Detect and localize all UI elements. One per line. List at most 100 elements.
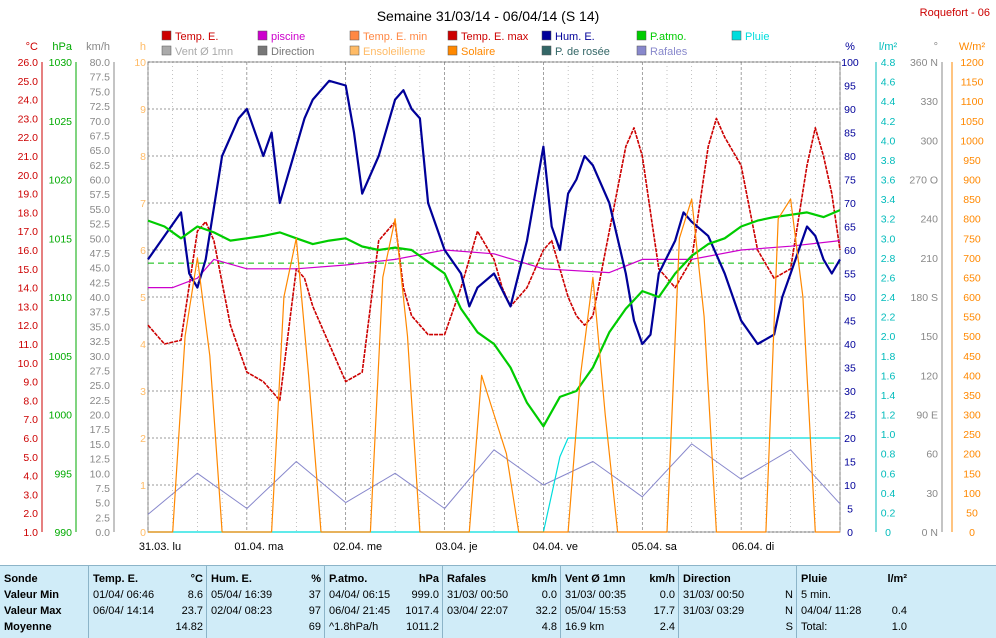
wind-tick-label: 27.5 [90,365,111,377]
wind-tick-label: 10.0 [90,468,111,480]
stats-row-value: N [785,589,793,601]
stats-header-unit: km/h [531,573,557,585]
wind-tick-label: 25.0 [90,380,111,392]
press-tick-label: 1010 [49,292,73,304]
press-axis-unit: hPa [52,41,72,53]
stats-header: Rafales km/h [447,571,557,587]
legend-label: Ensoleilleme [363,46,425,58]
stats-row-time: 01/04/ 06:46 [93,589,155,601]
legend: Temp. E. piscine Temp. E. min Temp. E. max H… [161,30,769,58]
stats-col-temp: Temp. E. °C 01/04/ 06:46 8.6 06/04/ 14:14 23.… [88,566,207,638]
wind-tick-label: 17.5 [90,424,111,436]
press-tick-label: 1030 [49,57,73,69]
legend-swatch [349,45,360,56]
sun-tick-label: 8 [140,151,146,163]
stats-col-rain: Pluie l/m² 5 min. 04/04/ 11:28 0.4 Total: 1.0 [796,566,911,638]
temp-tick-label: 26.0 [18,57,39,69]
temp-tick-label: 20.0 [18,170,39,182]
stats-row-value: 69 [308,621,321,633]
wind-tick-label: 52.5 [90,219,111,231]
hum-tick-label: 40 [844,339,856,351]
wind-tick-label: 15.0 [90,439,111,451]
day-tick-label: 02.04. me [333,541,382,553]
stats-row-value: 17.7 [653,605,675,617]
rain-tick-label: 0.2 [881,507,896,519]
rain-tick-label: 3.4 [881,194,896,206]
legend-label: Temp. E. min [363,31,427,43]
stats-row: 03/04/ 22:07 32.2 [447,603,557,619]
rain-tick-label: 3.2 [881,214,896,226]
dir-tick-label: 360 N [910,57,938,69]
dir-tick-label: 0 N [922,527,938,539]
stats-row-time: 31/03/ 00:50 [447,589,509,601]
solar-tick-label: 150 [963,468,981,480]
temp-tick-label: 5.0 [23,452,38,464]
sun-tick-label: 4 [140,339,146,351]
stats-row-value: 8.6 [187,589,203,601]
hum-tick-label: 45 [844,316,856,328]
sun-tick-label: 1 [140,480,146,492]
legend-label: Hum. E. [555,31,595,43]
rain-tick-label: 1.2 [881,410,896,422]
hum-tick-label: 50 [844,292,856,304]
solar-tick-label: 1050 [960,116,984,128]
stats-row: 05/04/ 15:53 17.7 [565,603,675,619]
wind-tick-label: 22.5 [90,395,111,407]
solar-tick-label: 100 [963,488,981,500]
solar-tick-label: 900 [963,175,981,187]
series-hum-e- [147,79,841,346]
wind-tick-label: 65.0 [90,145,111,157]
stats-row-value: S [785,621,793,633]
temp-tick-label: 12.0 [18,320,39,332]
stats-row-time: 31/03/ 03:29 [683,605,745,617]
legend-label: P.atmo. [650,31,687,43]
stats-header: Direction [683,571,793,587]
temp-tick-label: 16.0 [18,245,39,257]
stats-row: 05/04/ 16:39 37 [211,587,321,603]
legend-swatch [447,30,458,41]
temp-tick-label: 11.0 [18,339,38,351]
hum-tick-label: 10 [844,480,856,492]
dir-axis-unit: ° [934,41,938,53]
series-solaire [148,198,840,533]
solar-tick-label: 1150 [961,77,984,89]
sun-tick-label: 10 [134,57,146,69]
hum-tick-label: 90 [844,104,856,116]
stats-header-label: P.atmo. [329,573,368,585]
stats-row-value: 97 [308,605,321,617]
station-name: Roquefort - 06 [920,7,990,19]
wind-tick-label: 2.5 [95,512,110,524]
wind-tick-label: 75.0 [90,86,111,98]
rain-tick-label: 1.4 [881,390,896,402]
stats-row-label: Moyenne [4,621,52,633]
stats-row-value: 1.0 [891,621,907,633]
sun-tick-label: 7 [140,198,146,210]
hum-tick-label: 25 [844,410,856,422]
day-tick-label: 05.04. sa [632,541,678,553]
press-tick-label: 995 [54,468,72,480]
stats-row: 06/04/ 21:45 1017.4 [329,603,439,619]
rain-tick-label: 3.6 [881,175,896,187]
press-tick-label: 1020 [49,175,73,187]
wind-tick-label: 72.5 [90,101,111,113]
solar-tick-label: 500 [963,331,981,343]
solar-tick-label: 950 [963,155,981,167]
stats-header-label: Hum. E. [211,573,252,585]
wind-tick-label: 30.0 [90,351,111,363]
temp-tick-label: 25.0 [18,76,39,88]
solar-tick-label: 800 [963,214,981,226]
chart-title: Semaine 31/03/14 - 06/04/14 (S 14) [377,8,600,24]
stats-col-hum: Hum. E.% 05/04/ 16:39 37 02/04/ 08:23 97 69 [206,566,325,638]
wind-axis-unit: km/h [86,41,110,53]
dir-tick-label: 30 [926,488,938,500]
solar-tick-label: 700 [963,253,981,265]
legend-swatch [349,30,360,41]
stats-header-unit: l/m² [887,573,907,585]
stats-header-unit: km/h [649,573,675,585]
stats-row: 04/04/ 11:28 0.4 [801,603,907,619]
rain-tick-label: 2.6 [881,272,896,284]
legend-swatch [257,45,268,56]
stats-row: 14.82 [93,619,203,635]
stats-row-value: 37 [308,589,321,601]
stats-header-label: Vent Ø 1mn [565,573,626,585]
